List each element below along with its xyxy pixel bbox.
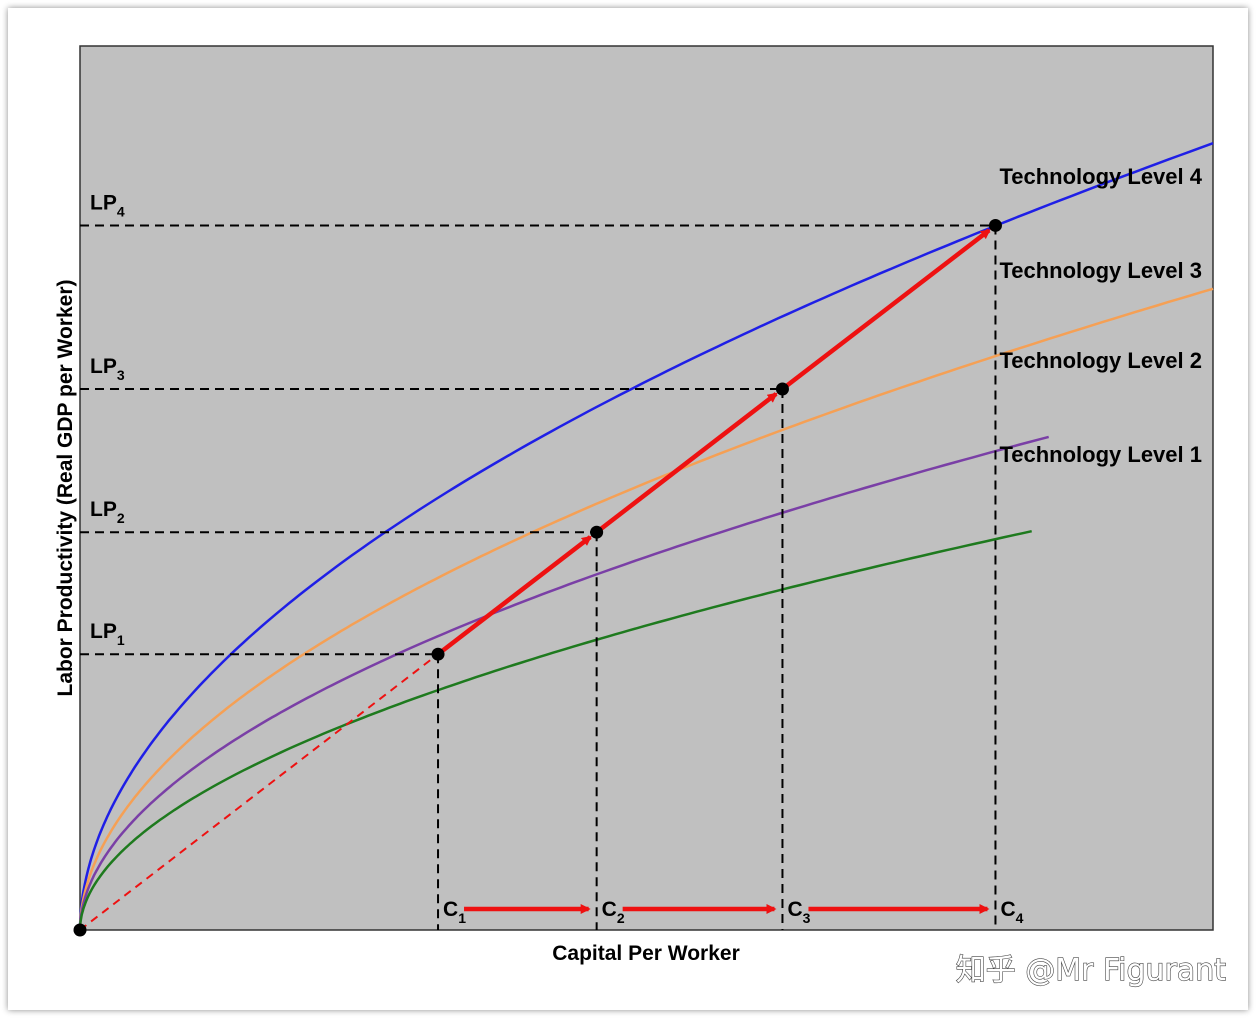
- c-label-main: C: [443, 898, 458, 921]
- growth-arrow-3: [781, 228, 991, 391]
- c-label-3: C3: [787, 898, 810, 926]
- equilibrium-point-4: [988, 218, 1002, 232]
- tech-curve-4: [78, 142, 1214, 930]
- series-label-1: Technology Level 1: [999, 442, 1202, 467]
- equilibrium-point-2: [590, 525, 604, 539]
- figure-frame: Technology Level 4 Technology Level 3 Tech…: [8, 8, 1248, 1010]
- y-axis-title: Labor Productivity (Real GDP per Worker): [54, 280, 77, 697]
- lp-label-main: LP: [90, 191, 117, 214]
- x-axis-title: Capital Per Worker: [552, 942, 740, 965]
- c-label-2: C2: [602, 898, 625, 926]
- lp-label-main: LP: [90, 355, 117, 378]
- c-label-sub: 4: [1016, 910, 1024, 926]
- lp-label-sub: 3: [117, 367, 125, 383]
- c-label-4: C4: [1000, 898, 1023, 926]
- tech-curve-3: [78, 287, 1214, 930]
- series-label-3: Technology Level 3: [999, 258, 1202, 283]
- series-label-2: Technology Level 2: [999, 348, 1202, 373]
- origin-point: [73, 923, 87, 937]
- labels: Technology Level 4 Technology Level 3 Tech…: [90, 164, 1203, 926]
- watermark: 知乎 @Mr Figurant: [956, 953, 1226, 988]
- c-label-sub: 3: [803, 910, 811, 926]
- c-label-sub: 2: [617, 910, 625, 926]
- lp-label-2: LP2: [90, 498, 125, 526]
- chart: Technology Level 4 Technology Level 3 Tech…: [54, 45, 1227, 989]
- lp-label-sub: 2: [117, 510, 125, 526]
- lp-label-sub: 1: [117, 632, 125, 648]
- lp-label-3: LP3: [90, 355, 125, 383]
- lp-label-main: LP: [90, 498, 117, 521]
- lp-label-1: LP1: [90, 620, 125, 648]
- lp-label-sub: 4: [117, 203, 125, 219]
- equilibrium-points: [73, 218, 1002, 937]
- equilibrium-point-1: [431, 647, 445, 661]
- c-label-main: C: [602, 898, 617, 921]
- c-label-main: C: [787, 898, 802, 921]
- c-label-1: C1: [443, 898, 466, 926]
- tech-curve-2: [78, 435, 1050, 930]
- origin-dashed-path: [79, 653, 439, 931]
- growth-arrow-1: [436, 535, 592, 656]
- plot-area: [79, 45, 1214, 931]
- lp-label-4: LP4: [90, 191, 125, 219]
- curves: [78, 142, 1214, 930]
- growth-path: [79, 228, 991, 931]
- tech-curve-1: [78, 529, 1032, 930]
- guide-lines: [80, 224, 997, 930]
- growth-arrow-2: [595, 392, 778, 534]
- series-label-4: Technology Level 4: [999, 164, 1202, 189]
- lp-label-main: LP: [90, 620, 117, 643]
- equilibrium-point-3: [775, 382, 789, 396]
- c-label-main: C: [1000, 898, 1015, 921]
- c-label-sub: 1: [458, 910, 466, 926]
